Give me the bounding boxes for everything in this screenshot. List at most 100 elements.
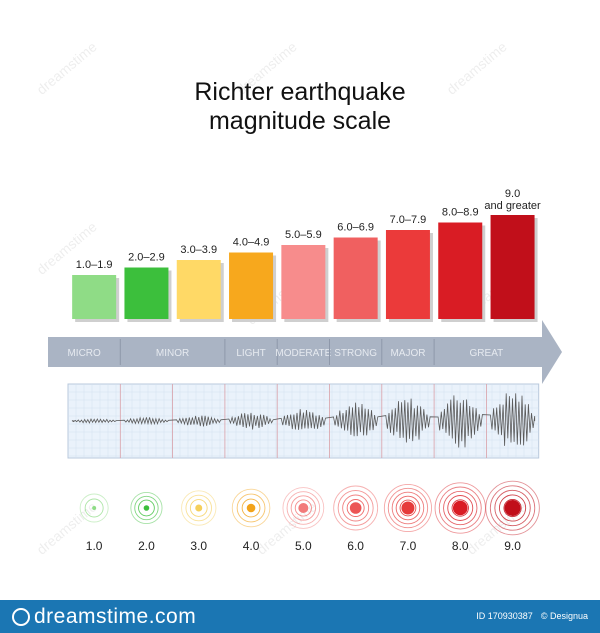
bar-label: 6.0–6.9 xyxy=(337,222,374,234)
bar-9 xyxy=(490,215,535,319)
ripple-ring xyxy=(138,499,155,517)
epicenter-dot xyxy=(401,501,415,515)
magnitude-label: 6.0 xyxy=(347,539,364,553)
ripple-ring xyxy=(333,485,379,531)
ripple-ring xyxy=(185,494,212,522)
ripple-ring xyxy=(282,487,325,529)
footer-credits: ID 170930387 © Designua xyxy=(468,610,588,622)
ripple-ring xyxy=(399,499,417,517)
ripple-9: 9.0 xyxy=(485,480,540,553)
ripple-6: 6.0 xyxy=(333,485,379,553)
ripple-ring xyxy=(84,498,104,518)
band-label: MINOR xyxy=(156,348,189,359)
image-credit: © Designua xyxy=(540,611,588,621)
ripple-ring xyxy=(443,490,478,526)
magnitude-label: 9.0 xyxy=(504,539,521,553)
ripple-ring xyxy=(342,494,370,522)
ripple-ring xyxy=(337,490,374,526)
footer-bar: dreamstime.com ID 170930387 © Designua xyxy=(0,600,600,633)
title-line-1: Richter earthquake xyxy=(194,78,406,106)
magnitude-label: 4.0 xyxy=(243,539,260,553)
epicenter-dot xyxy=(504,500,521,516)
bar-8 xyxy=(438,222,483,319)
bar-label: 3.0–3.9 xyxy=(180,244,217,256)
epicenter-dot xyxy=(143,505,150,511)
ripple-ring xyxy=(485,480,540,536)
magnitude-label: 3.0 xyxy=(190,539,207,553)
ripple-ring xyxy=(447,495,474,521)
bar-3 xyxy=(176,260,221,319)
ripple-3: 3.0 xyxy=(181,490,217,553)
bar-2 xyxy=(124,267,169,319)
bar-label: 4.0–4.9 xyxy=(233,237,270,249)
bar-4 xyxy=(229,252,274,319)
magnitude-label: 5.0 xyxy=(295,539,312,553)
epicenter-dot xyxy=(298,503,309,513)
ripple-ring xyxy=(438,486,482,530)
ripple-ring xyxy=(181,490,217,526)
magnitude-label: 1.0 xyxy=(86,539,103,553)
image-id: ID 170930387 xyxy=(476,611,533,621)
ripple-ring xyxy=(503,498,522,518)
scale-arrow xyxy=(48,320,562,384)
footer-logo: dreamstime.com xyxy=(12,604,196,629)
ripple-ring xyxy=(134,495,159,521)
ripple-7: 7.0 xyxy=(383,483,433,553)
ripple-ring xyxy=(130,491,163,525)
seismograph xyxy=(67,383,540,459)
ripple-ring xyxy=(294,499,312,517)
band-label: MICRO xyxy=(67,348,101,359)
bar-6 xyxy=(333,237,378,319)
ripple-ring xyxy=(391,491,425,525)
ripple-4: 4.0 xyxy=(231,488,271,553)
ripple-ring xyxy=(236,493,266,523)
bar-label: 8.0–8.9 xyxy=(442,207,479,219)
bar-label: 1.0–1.9 xyxy=(76,259,113,271)
ripple-ring xyxy=(494,489,531,527)
ripple-5: 5.0 xyxy=(282,487,325,553)
footer-logo-text: dreamstime.com xyxy=(34,605,197,628)
band-label: STRONG xyxy=(334,348,377,359)
ripple-ring xyxy=(290,495,316,521)
ripple-ring xyxy=(346,499,365,517)
magnitude-label: 2.0 xyxy=(138,539,155,553)
bar-1 xyxy=(72,275,117,319)
richter-diagram: MICRO MINOR LIGHT MODERATE STRONG MAJOR GREAT 1… xyxy=(48,188,562,553)
ripple-ring xyxy=(498,494,527,522)
bar-5 xyxy=(281,245,326,319)
bar-label: 7.0–7.9 xyxy=(390,214,427,226)
globe-icon xyxy=(12,608,30,626)
ripple-1: 1.0 xyxy=(79,493,109,553)
ripple-ring xyxy=(387,487,429,529)
epicenter-dot xyxy=(246,503,256,513)
ripple-8: 8.0 xyxy=(434,482,486,553)
ripple-ring xyxy=(434,482,486,534)
magnitude-label: 8.0 xyxy=(452,539,469,553)
ripple-ring xyxy=(451,499,469,517)
band-label: MAJOR xyxy=(390,348,425,359)
title-line-2: magnitude scale xyxy=(208,107,392,135)
ripple-ring xyxy=(383,483,433,533)
band-label: GREAT xyxy=(470,348,504,359)
epicenter-dot xyxy=(452,500,468,516)
band-label: MODERATE xyxy=(275,348,331,359)
ripple-ring xyxy=(489,485,536,531)
epicenter-dot xyxy=(349,502,362,514)
seismic-wave xyxy=(71,393,536,448)
ripple-ring xyxy=(395,495,421,521)
ripple-ring xyxy=(79,493,109,523)
epicenter-dot xyxy=(92,506,97,510)
ripple-ring xyxy=(189,499,208,517)
ripple-ring xyxy=(231,488,271,528)
bar-label: 5.0–5.9 xyxy=(285,229,322,241)
bar-label: 2.0–2.9 xyxy=(128,252,165,264)
epicenter-dot xyxy=(195,504,203,512)
band-label: LIGHT xyxy=(236,348,265,359)
ripple-2: 2.0 xyxy=(130,491,163,553)
page-title: Richter earthquake magnitude scale xyxy=(0,78,600,136)
magnitude-label: 7.0 xyxy=(400,539,417,553)
bar-7 xyxy=(385,230,430,319)
bar-label: 9.0 xyxy=(505,188,520,200)
bar-label: and greater xyxy=(484,200,541,212)
ripple-ring xyxy=(241,498,261,518)
